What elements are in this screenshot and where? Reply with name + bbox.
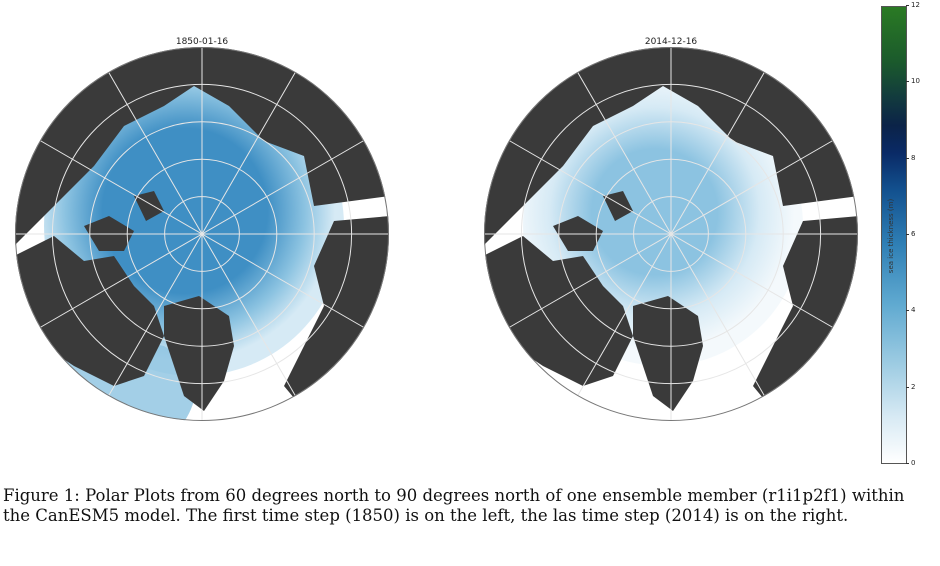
colorbar-tick-label: 10 bbox=[911, 77, 920, 86]
map-layers bbox=[484, 47, 858, 421]
land-scandinavia bbox=[284, 396, 314, 421]
figure-caption: Figure 1: Polar Plots from 60 degrees no… bbox=[3, 486, 937, 526]
polar-map-2014 bbox=[484, 47, 858, 421]
colorbar-tick-label: 12 bbox=[911, 1, 920, 9]
colorbar-tick-10: 10 bbox=[906, 77, 936, 86]
left-panel-title: 1850-01-16 bbox=[175, 37, 229, 47]
colorbar-tick-label: 0 bbox=[911, 459, 916, 467]
colorbar-tick-2: 2 bbox=[906, 382, 936, 391]
caption-line-1: Figure 1: Polar Plots from 60 degrees no… bbox=[3, 486, 905, 505]
colorbar bbox=[881, 6, 907, 464]
map-boundary bbox=[484, 47, 858, 421]
right-panel-title: 2014-12-16 bbox=[644, 37, 698, 47]
map-layers bbox=[15, 47, 389, 421]
caption-line-2: the CanESM5 model. The first time step (… bbox=[3, 506, 849, 525]
graticule bbox=[15, 47, 389, 421]
land-scandinavia bbox=[753, 396, 783, 421]
map-boundary bbox=[15, 47, 389, 421]
colorbar-tick-label: 4 bbox=[911, 306, 916, 315]
colorbar-tick-0: 0 bbox=[906, 459, 936, 467]
colorbar-label: sea ice thickness (m) bbox=[887, 198, 895, 274]
colorbar-tick-4: 4 bbox=[906, 306, 936, 315]
colorbar-tick-label: 2 bbox=[911, 382, 916, 391]
colorbar-tick-label: 8 bbox=[911, 153, 916, 162]
colorbar-tick-8: 8 bbox=[906, 153, 936, 162]
meridian-line bbox=[39, 140, 365, 328]
meridian-line bbox=[508, 140, 834, 328]
colorbar-tick-12: 12 bbox=[906, 1, 936, 9]
colorbar-tick-label: 6 bbox=[911, 230, 916, 238]
polar-map-1850 bbox=[15, 47, 389, 421]
land-eurasia bbox=[484, 47, 858, 246]
colorbar-tick-6: 6 bbox=[906, 230, 936, 238]
graticule bbox=[484, 47, 858, 421]
land-eurasia bbox=[15, 47, 389, 246]
